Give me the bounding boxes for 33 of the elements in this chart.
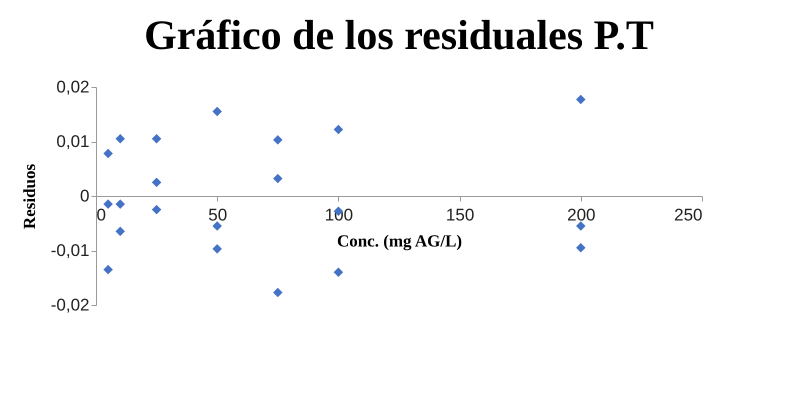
- point: [152, 134, 162, 144]
- x-tick-label: 50: [208, 206, 228, 224]
- point: [576, 221, 586, 231]
- point: [273, 135, 283, 145]
- point: [103, 148, 113, 158]
- point: [273, 288, 283, 298]
- x-axis-title: Conc. (mg AG/L): [336, 232, 462, 250]
- point: [334, 124, 344, 134]
- y-tick-label: -0,02: [50, 296, 90, 314]
- point: [103, 264, 113, 274]
- x-tick-label: 250: [674, 206, 702, 224]
- point: [273, 174, 283, 184]
- point: [212, 244, 222, 254]
- point: [115, 134, 125, 144]
- x-tick-label: 0: [96, 206, 106, 224]
- point: [212, 106, 222, 116]
- y-tick-label: 0: [80, 186, 90, 206]
- point: [103, 199, 113, 209]
- point: [576, 94, 586, 104]
- y-tick-label: 0,01: [56, 132, 90, 151]
- point: [152, 204, 162, 214]
- point: [115, 226, 125, 236]
- point: [334, 268, 344, 278]
- y-tick-label: 0,02: [56, 78, 90, 96]
- chart-title: Gráfico de los residuales P.T: [144, 13, 654, 59]
- y-axis-title: Residuos: [20, 164, 39, 230]
- x-tick-label: 150: [446, 206, 474, 224]
- point: [212, 221, 222, 231]
- y-tick-label: -0,01: [50, 241, 90, 260]
- x-tick-label: 200: [567, 206, 596, 224]
- point: [152, 178, 162, 188]
- point: [115, 199, 125, 209]
- point: [576, 243, 586, 253]
